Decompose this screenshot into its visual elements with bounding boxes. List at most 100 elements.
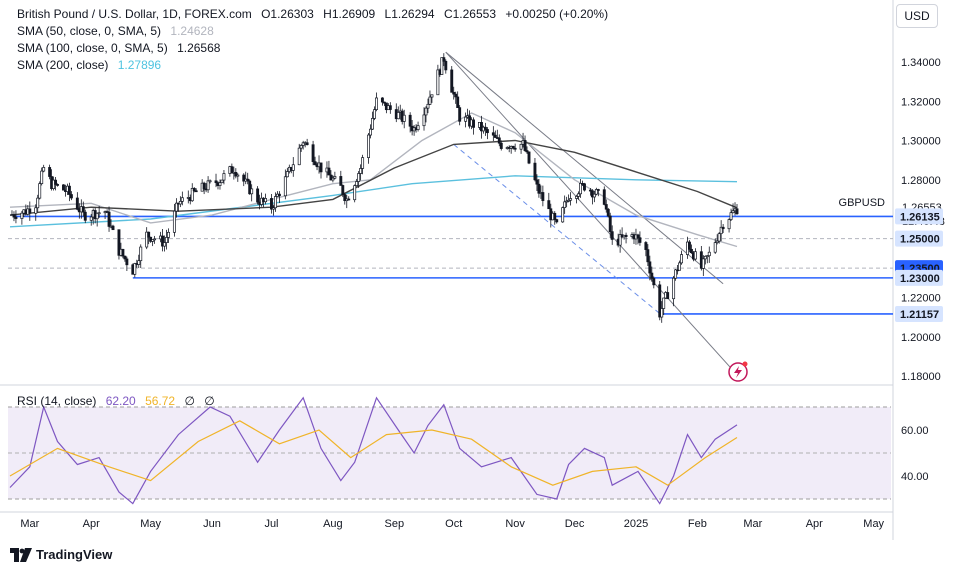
y-tick-2: 1.30000 xyxy=(901,136,941,148)
candle-body-59 xyxy=(174,202,178,212)
candle-body-183 xyxy=(519,143,523,150)
candle-body-69 xyxy=(202,182,206,190)
candle-body-16 xyxy=(54,179,58,185)
candle-body-216 xyxy=(608,215,612,232)
tradingview-icon xyxy=(10,547,32,562)
sma50-legend[interactable]: SMA (50, close, 0, SMA, 5) 1.24628 xyxy=(17,24,214,38)
candle-body-172 xyxy=(485,129,489,134)
candle-body-126 xyxy=(359,168,363,174)
candle-body-67 xyxy=(194,190,198,193)
rsi-extra-1: ∅ xyxy=(184,394,195,408)
candle-body-1 xyxy=(12,214,16,218)
candle-body-237 xyxy=(666,292,670,300)
x-tick-9: Dec xyxy=(565,518,585,530)
candle-body-27 xyxy=(83,211,87,221)
candle-body-22 xyxy=(69,194,73,199)
candle-body-199 xyxy=(563,201,567,208)
candle-body-245 xyxy=(689,248,693,254)
candle-body-117 xyxy=(333,176,337,179)
rsi-line xyxy=(9,396,738,505)
candle-body-108 xyxy=(311,144,315,162)
candle-body-185 xyxy=(523,140,527,151)
channel-line-0 xyxy=(445,51,732,369)
candle-body-35 xyxy=(107,211,111,227)
x-tick-8: Nov xyxy=(505,518,525,530)
candle-body-109 xyxy=(313,161,317,166)
candle-body-94 xyxy=(272,207,275,210)
candle-body-81 xyxy=(234,172,238,177)
candle-body-129 xyxy=(369,128,372,136)
y-tick-3: 1.28000 xyxy=(901,175,941,187)
candle-body-177 xyxy=(499,142,503,149)
candle-body-83 xyxy=(242,174,246,182)
x-tick-14: May xyxy=(863,518,884,530)
sma100-value: 1.26568 xyxy=(177,41,221,55)
y-tick-4: 1.22000 xyxy=(901,293,941,305)
candle-body-161 xyxy=(456,96,460,108)
candle-body-75 xyxy=(218,182,222,186)
sma200-line xyxy=(9,175,738,228)
candle-body-196 xyxy=(553,212,557,220)
candle-body-139 xyxy=(396,112,400,120)
candle-body-88 xyxy=(256,188,260,203)
candle-body-32 xyxy=(97,212,101,215)
candle-body-52 xyxy=(153,238,157,241)
candle-body-214 xyxy=(604,204,608,210)
candle-body-82 xyxy=(236,174,240,177)
close-value: C1.26553 xyxy=(443,7,496,21)
price-badge-value-5: 1.21157 xyxy=(900,309,939,321)
candle-body-51 xyxy=(151,239,155,242)
candle-body-157 xyxy=(444,60,448,71)
candle-body-103 xyxy=(297,147,301,166)
rsi-legend[interactable]: RSI (14, close) 62.20 56.72 ∅ ∅ xyxy=(17,394,221,408)
sma200-legend[interactable]: SMA (200, close) 1.27896 xyxy=(17,58,161,72)
candle-body-79 xyxy=(230,166,234,174)
candle-body-55 xyxy=(163,242,166,247)
rsi-label: RSI (14, close) xyxy=(17,394,97,408)
sma100-legend[interactable]: SMA (100, close, 0, SMA, 5) 1.26568 xyxy=(17,41,220,55)
rsi-y-tick-0: 60.00 xyxy=(901,425,929,437)
candle-body-213 xyxy=(602,189,606,205)
sma200-value: 1.27896 xyxy=(117,58,162,72)
candle-body-193 xyxy=(547,200,551,210)
candle-body-182 xyxy=(513,147,517,150)
candle-body-205 xyxy=(579,183,582,195)
candle-body-21 xyxy=(67,185,71,195)
candle-body-8 xyxy=(34,207,38,214)
candle-body-257 xyxy=(721,226,725,230)
candle-body-41 xyxy=(123,255,127,260)
candle-body-208 xyxy=(588,189,592,192)
candle-body-215 xyxy=(606,208,610,217)
sma100-label: SMA (100, close, 0, SMA, 5) xyxy=(17,41,168,55)
candle-body-189 xyxy=(535,179,539,185)
candle-body-10 xyxy=(38,183,42,199)
candle-body-112 xyxy=(319,162,323,173)
currency-button[interactable]: USD xyxy=(896,4,938,28)
candle-body-17 xyxy=(56,184,59,186)
y-tick-5: 1.20000 xyxy=(901,332,941,344)
candle-body-234 xyxy=(660,308,664,318)
x-tick-11: Feb xyxy=(688,518,707,530)
candle-body-156 xyxy=(442,57,446,62)
candle-body-253 xyxy=(713,242,717,253)
candle-body-73 xyxy=(214,180,218,184)
channel-line-1 xyxy=(445,51,724,285)
rsi-extra-2: ∅ xyxy=(204,394,215,408)
candle-body-56 xyxy=(165,237,168,243)
sma50-line xyxy=(9,112,738,248)
candle-body-249 xyxy=(701,258,705,269)
candle-body-235 xyxy=(662,297,666,309)
candle-body-188 xyxy=(533,162,537,181)
candle-body-58 xyxy=(172,210,176,233)
sma50-value: 1.24628 xyxy=(170,24,214,38)
candle-body-137 xyxy=(388,105,392,110)
candle-body-202 xyxy=(569,198,573,201)
candle-body-93 xyxy=(270,198,273,210)
candle-body-169 xyxy=(480,122,483,132)
candle-body-244 xyxy=(688,241,691,250)
candle-body-99 xyxy=(285,171,289,178)
tradingview-logo[interactable]: TradingView xyxy=(10,547,112,562)
candle-body-42 xyxy=(125,258,129,266)
candle-body-181 xyxy=(511,145,515,149)
